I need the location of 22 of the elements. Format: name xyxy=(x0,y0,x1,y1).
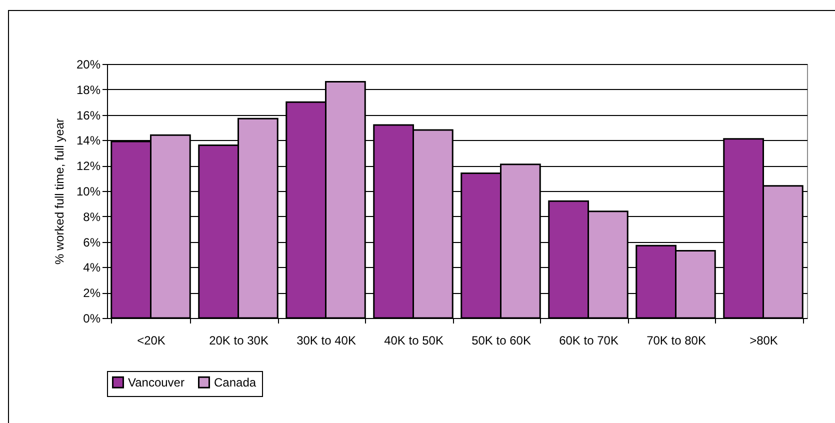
y-tick-label: 6% xyxy=(83,235,101,250)
y-tick-label: 8% xyxy=(83,210,101,224)
y-tick-label: 16% xyxy=(76,108,101,122)
y-tick-label: 20% xyxy=(76,58,101,72)
x-tick-label: 70K to 80K xyxy=(646,334,706,348)
y-axis-title: % worked full time, full year xyxy=(52,118,66,265)
y-tick-label: 2% xyxy=(83,286,101,300)
legend-label: Vancouver xyxy=(128,375,184,390)
y-tick-label: 14% xyxy=(76,134,101,148)
y-tick-label: 10% xyxy=(76,184,101,198)
x-tick-label: >80K xyxy=(750,334,778,348)
x-tick-label: 50K to 60K xyxy=(472,334,531,348)
x-tick-label: 30K to 40K xyxy=(296,334,356,348)
x-tick-label: 60K to 70K xyxy=(559,334,618,348)
legend-label: Canada xyxy=(214,375,256,390)
y-tick-label: 4% xyxy=(83,260,101,275)
y-tick-label: 12% xyxy=(76,159,101,174)
x-tick-label: <20K xyxy=(137,334,166,348)
x-tick-label: 20K to 30K xyxy=(209,334,268,348)
y-tick-label: 0% xyxy=(83,312,101,326)
y-tick-label: 18% xyxy=(76,82,101,97)
x-tick-label: 40K to 50K xyxy=(384,334,444,348)
